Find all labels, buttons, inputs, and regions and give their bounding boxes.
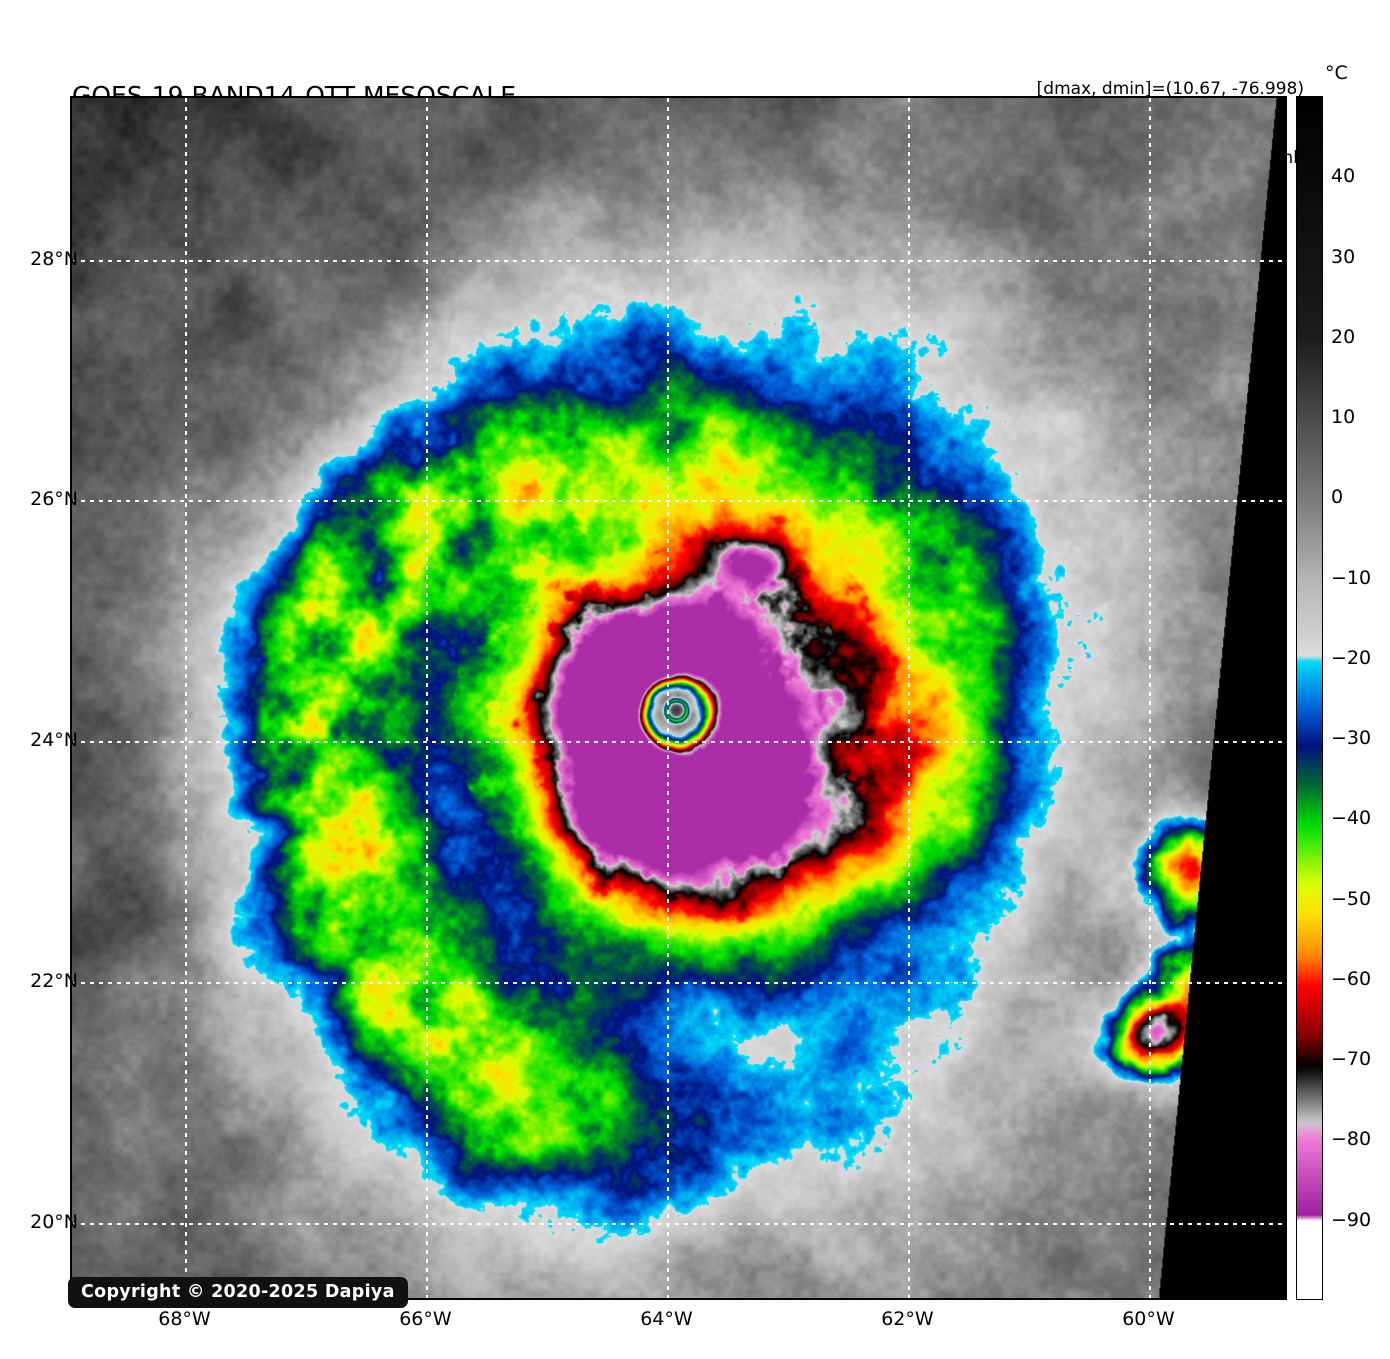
colorbar-tick-minus50: −50 (1331, 887, 1372, 910)
xtick-60°W: 60°W (1122, 1308, 1175, 1330)
colorbar-tick-minus20: −20 (1331, 646, 1372, 669)
colorbar-tick-minus60: −60 (1331, 967, 1372, 990)
ytick-22°N: 22°N (30, 969, 78, 992)
page-title: GOES-19 BAND14-OTT MESOSCALE (72, 80, 516, 111)
colorbar-tick-20: 20 (1331, 325, 1356, 348)
xtick-62°W: 62°W (881, 1308, 934, 1330)
colorbar-tick-minus40: −40 (1331, 807, 1372, 830)
ir-image-plot[interactable] (70, 96, 1287, 1300)
colorbar-units-label: °C (1325, 62, 1348, 84)
colorbar-tick-minus70: −70 (1331, 1048, 1372, 1071)
colorbar-tick-0: 0 (1331, 486, 1344, 509)
xtick-64°W: 64°W (640, 1308, 693, 1330)
ytick-24°N: 24°N (30, 729, 78, 752)
data-range-readout: [dmax, dmin]=(10.67, -76.998) (1036, 79, 1304, 99)
ytick-26°N: 26°N (30, 488, 78, 511)
ytick-28°N: 28°N (30, 247, 78, 270)
colorbar-tick-40: 40 (1331, 165, 1356, 188)
colorbar-tick-10: 10 (1331, 406, 1356, 429)
xtick-66°W: 66°W (399, 1308, 452, 1330)
colorbar-tick-minus10: −10 (1331, 566, 1372, 589)
colorbar-tick-minus90: −90 (1331, 1208, 1372, 1231)
xtick-68°W: 68°W (158, 1308, 211, 1330)
colorbar-gradient (1297, 97, 1322, 1299)
colorbar[interactable] (1296, 96, 1323, 1300)
copyright-badge: Copyright © 2020-2025 Dapiya (68, 1277, 408, 1308)
ytick-20°N: 20°N (30, 1210, 78, 1233)
colorbar-tick-30: 30 (1331, 245, 1356, 268)
colorbar-tick-minus30: −30 (1331, 727, 1372, 750)
colorbar-tick-minus80: −80 (1331, 1128, 1372, 1151)
infrared-imagery-canvas (72, 98, 1285, 1298)
